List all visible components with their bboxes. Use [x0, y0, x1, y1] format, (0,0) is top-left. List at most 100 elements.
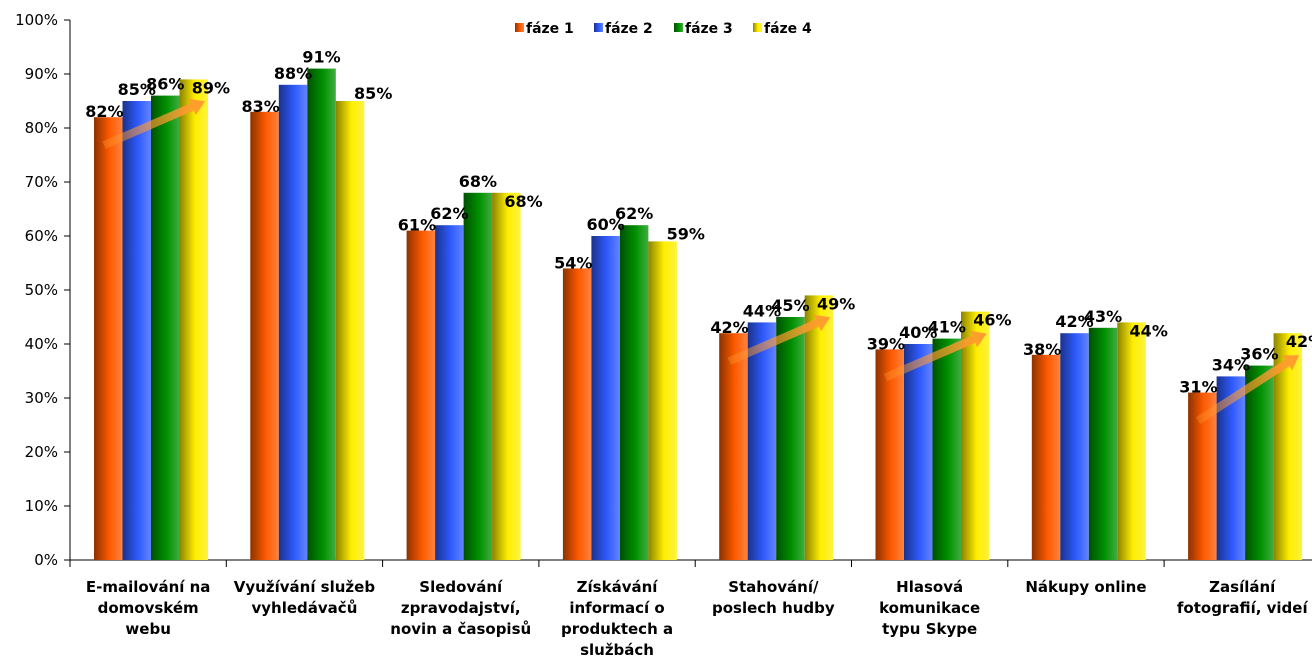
bar	[179, 79, 208, 561]
legend: fáze 1 fáze 2 fáze 3 fáze 4	[515, 21, 812, 37]
category-label: Využívání služeb vyhledávačů	[234, 578, 376, 617]
data-label: 82%	[85, 102, 123, 121]
data-label: 68%	[504, 192, 542, 211]
data-label: 42%	[710, 318, 748, 337]
bar	[1088, 327, 1118, 560]
bar	[776, 317, 805, 560]
bar	[961, 311, 990, 560]
data-label: 91%	[302, 48, 340, 67]
bar	[562, 268, 592, 560]
data-labels: 82%85%86% 89%83%88%91%85%61%62%68%68%54%6…	[85, 48, 1312, 397]
bar	[719, 333, 748, 560]
data-label: 46%	[973, 311, 1011, 330]
bar	[904, 344, 933, 560]
data-label: 45%	[771, 296, 809, 315]
bar	[875, 349, 904, 560]
y-tick-label: 90%	[25, 65, 58, 83]
trend-arrow	[727, 314, 831, 365]
data-label: 43%	[1084, 307, 1122, 326]
data-label: 85%	[354, 84, 392, 103]
bar	[648, 241, 677, 560]
bar	[122, 101, 151, 560]
legend-label: fáze 1	[526, 21, 574, 37]
bar	[932, 338, 961, 560]
y-tick-label: 80%	[25, 119, 58, 137]
data-label: 61%	[398, 216, 436, 235]
bar	[406, 230, 436, 560]
data-label: 40%	[899, 323, 937, 342]
y-tick-label: 40%	[25, 335, 58, 353]
data-label: 38%	[1023, 340, 1061, 359]
data-label: 59%	[667, 224, 705, 243]
y-tick-label: 60%	[25, 227, 58, 245]
bar	[804, 295, 834, 560]
data-label: 60%	[587, 215, 625, 234]
x-axis	[69, 559, 1312, 567]
legend-label: fáze 4	[764, 21, 812, 37]
bar	[463, 192, 493, 561]
y-tick-label: 100%	[15, 11, 58, 29]
data-label: 85%	[118, 80, 156, 99]
bar	[1245, 365, 1274, 560]
data-label: 62%	[615, 204, 653, 223]
category-label: E-mailování na domovském webu	[86, 578, 211, 638]
y-tick-label: 10%	[25, 497, 58, 515]
legend-label: fáze 2	[605, 21, 653, 37]
bar	[307, 68, 336, 560]
category-label: Hlasová komunikace typu Skype	[879, 578, 980, 638]
bar	[619, 225, 649, 560]
data-label: 42%	[1286, 332, 1312, 351]
data-label: 44%	[743, 301, 781, 320]
legend-label: fáze 3	[685, 21, 733, 37]
trend-arrow	[1195, 355, 1300, 424]
legend-swatch	[594, 23, 603, 32]
legend-swatch	[515, 23, 524, 32]
bar	[1031, 354, 1061, 560]
y-tick-label: 0%	[34, 551, 58, 569]
bar	[435, 225, 464, 560]
y-tick-label: 70%	[25, 173, 58, 191]
bar	[94, 117, 123, 560]
trend-arrow	[883, 330, 987, 382]
category-label: Stahování/poslech hudby	[712, 578, 835, 617]
data-label: 31%	[1179, 378, 1217, 397]
data-label: 41%	[928, 318, 966, 337]
data-label: 68%	[459, 172, 497, 191]
data-label: 44%	[1130, 321, 1168, 340]
trend-arrow	[102, 98, 205, 149]
data-label: 62%	[430, 204, 468, 223]
category-label: Zasílání fotografií, videí	[1177, 578, 1309, 617]
y-tick-label: 30%	[25, 389, 58, 407]
legend-swatch	[753, 23, 762, 32]
bar	[747, 322, 777, 560]
data-label: 36%	[1240, 345, 1278, 364]
data-label: 42%	[1055, 312, 1093, 331]
data-label: 86%	[146, 75, 184, 94]
category-label: Získávání informací o produktech a službách	[561, 578, 673, 659]
data-label: 89%	[192, 78, 230, 97]
bar	[278, 84, 308, 561]
bar	[151, 95, 180, 560]
y-tick-label: 20%	[25, 443, 58, 461]
data-label: 54%	[554, 253, 592, 272]
data-label: 39%	[867, 334, 905, 353]
bar	[250, 111, 279, 561]
bars	[94, 68, 1303, 561]
data-label: 83%	[242, 97, 280, 116]
bar	[335, 101, 365, 560]
bar	[1060, 333, 1089, 560]
y-tick-label: 50%	[25, 281, 58, 299]
data-label: 88%	[274, 64, 312, 83]
category-labels: E-mailování na domovském webu Využívání slu…	[86, 578, 1309, 659]
data-label: 34%	[1212, 355, 1250, 374]
data-label: 49%	[817, 294, 855, 313]
bar	[591, 236, 620, 560]
legend-swatch	[674, 23, 683, 32]
y-axis: 0% 10% 20% 30% 40% 50% 60% 70% 80% 90% 100%	[15, 11, 71, 569]
trend-arrows	[102, 98, 1300, 424]
bar	[492, 192, 521, 561]
category-label: Nákupy online	[1025, 578, 1146, 596]
category-label: Sledování zpravodajství, novin a časopisů	[390, 578, 531, 638]
bar	[1117, 322, 1146, 560]
